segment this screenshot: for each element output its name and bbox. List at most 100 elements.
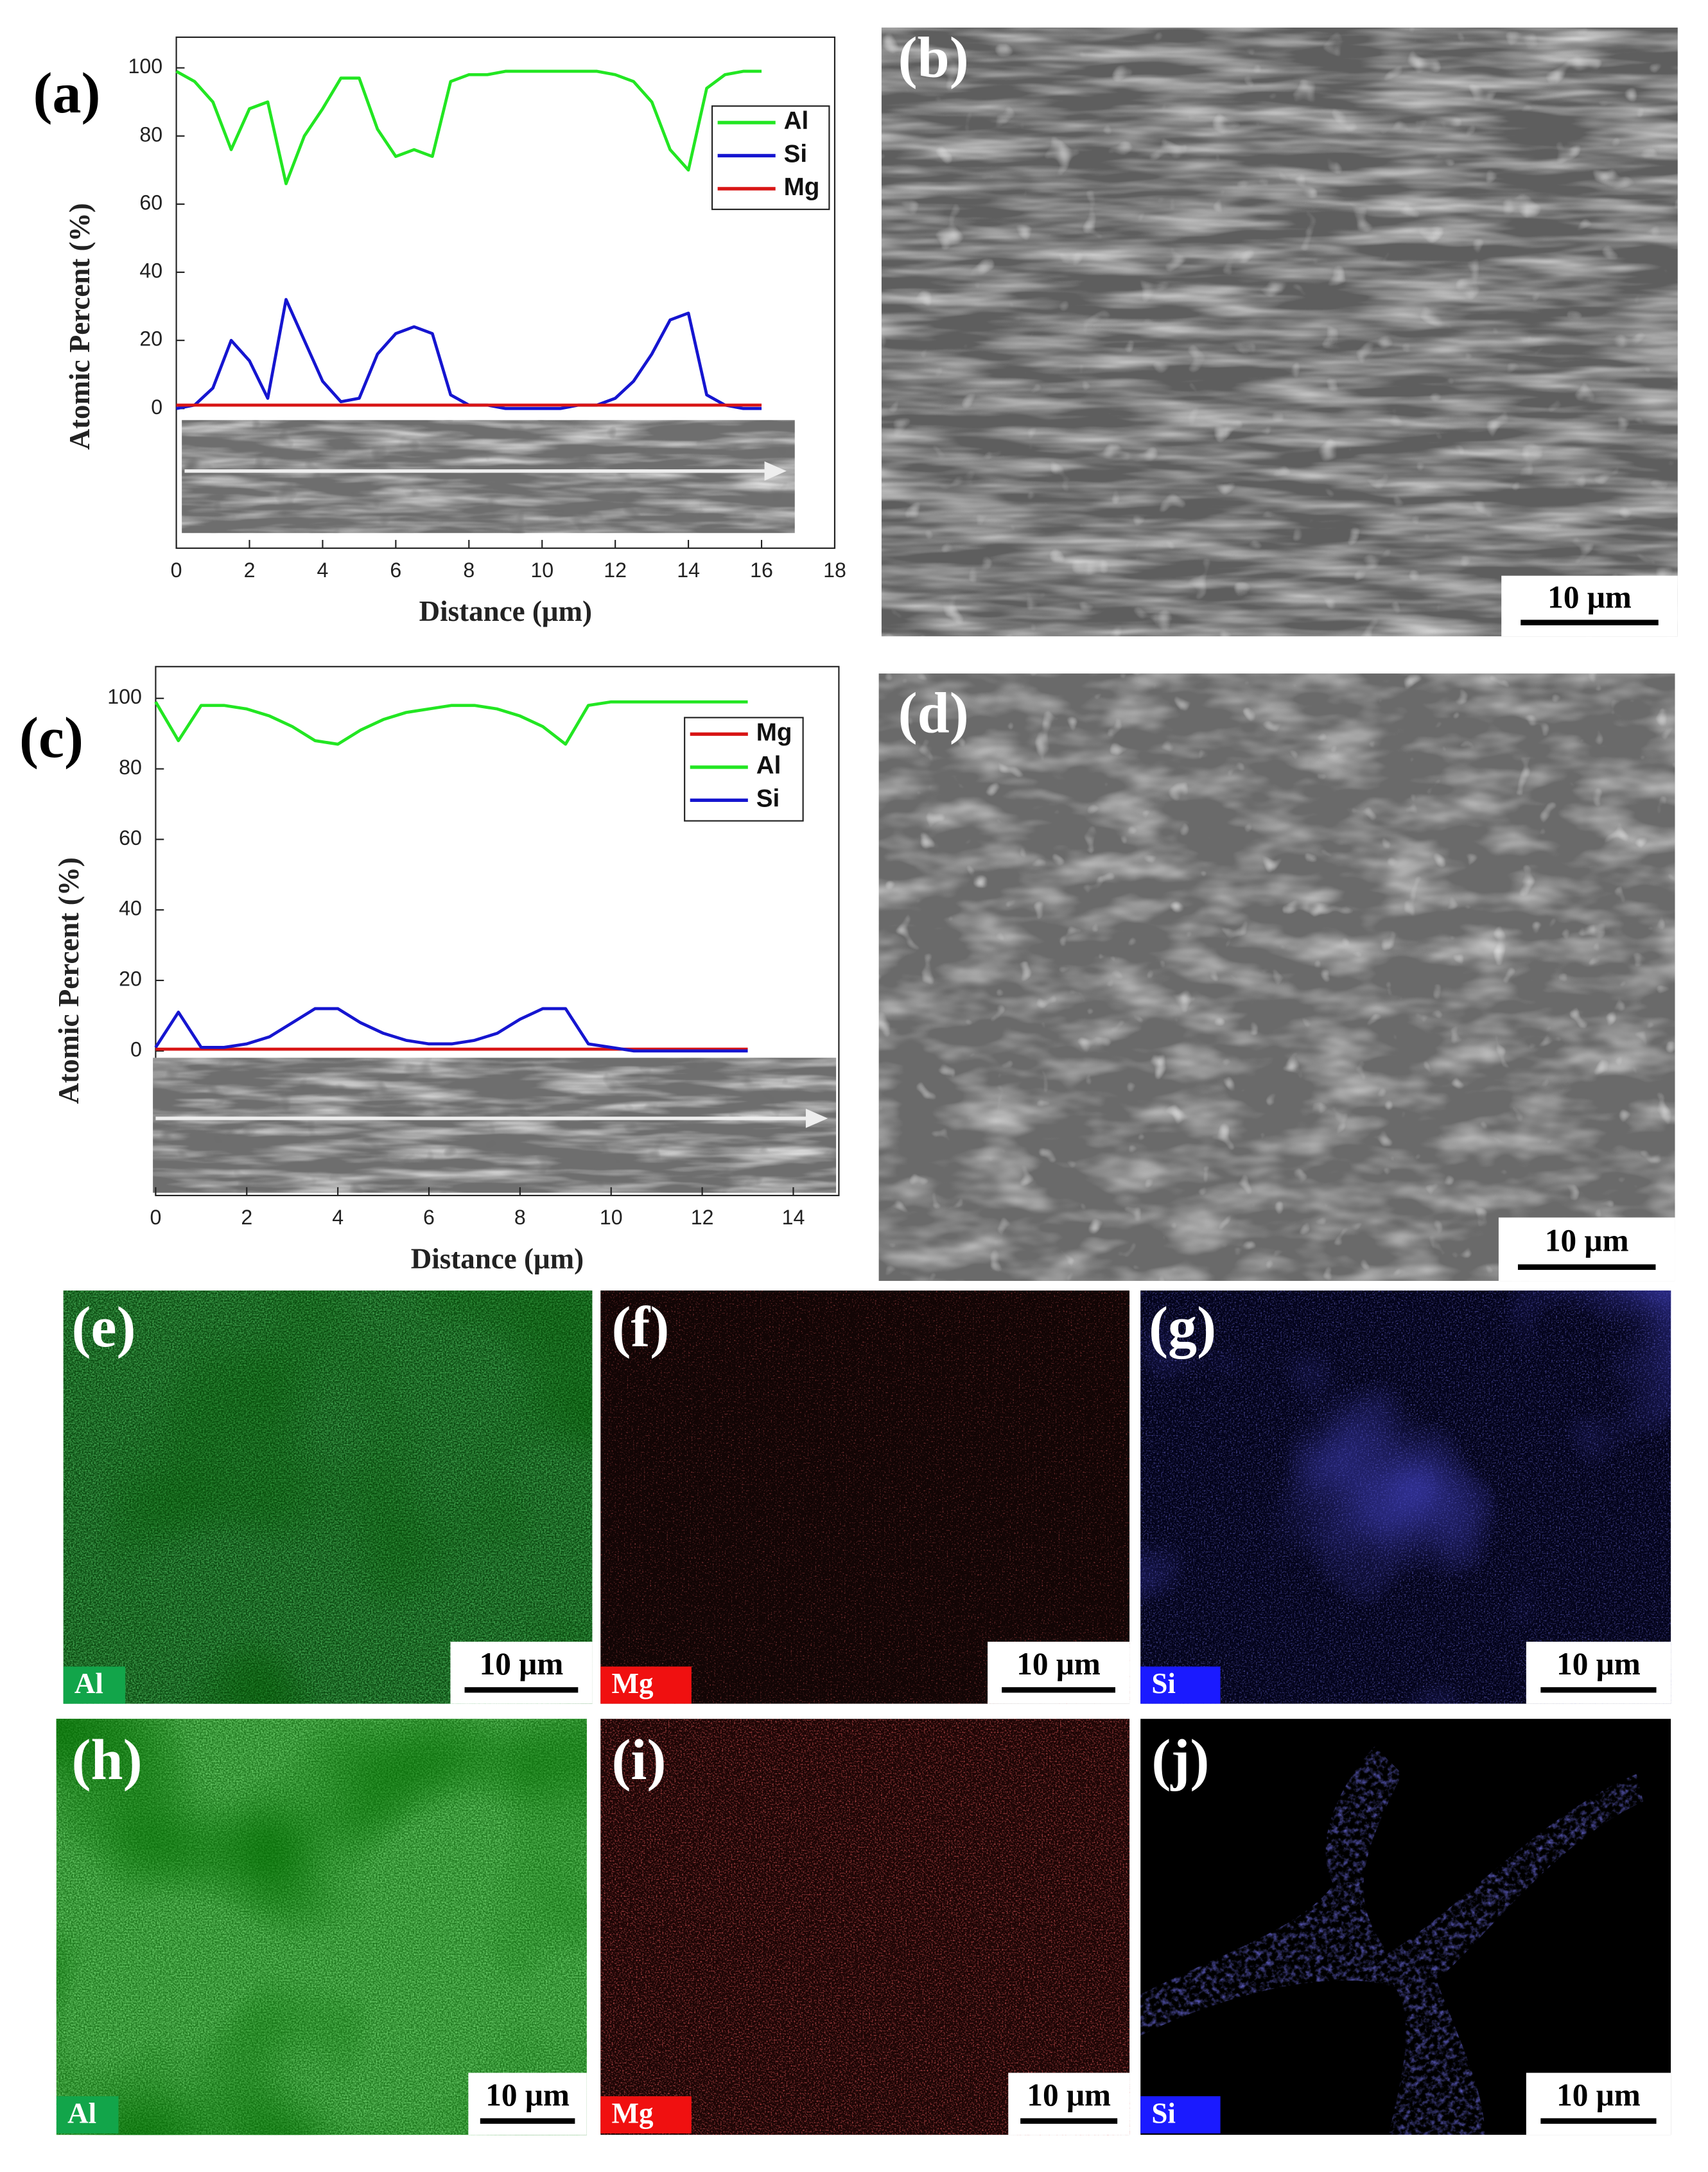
- element-tag: [1140, 1666, 1221, 1704]
- y-tick-label: 100: [128, 55, 162, 78]
- scale-bar-box: [1526, 1642, 1671, 1704]
- scale-bar-label: 10 μm: [1545, 1222, 1629, 1258]
- x-tick-label: 12: [604, 559, 627, 582]
- y-tick-label: 0: [151, 395, 162, 419]
- x-tick-label: 8: [463, 559, 475, 582]
- scale-bar: [1540, 1687, 1657, 1693]
- x-tick-label: 6: [423, 1206, 435, 1229]
- x-axis-label: Distance (μm): [411, 1242, 584, 1274]
- y-tick-label: 80: [119, 756, 142, 779]
- x-tick-label: 4: [332, 1206, 344, 1229]
- micrograph-features: [63, 1290, 593, 1704]
- scale-bar-box: [450, 1642, 593, 1704]
- y-axis-label: Atomic Percent (%): [53, 857, 85, 1104]
- micrograph-features: [1140, 1290, 1671, 1704]
- scale-bar-label: 10 μm: [485, 2078, 570, 2113]
- x-tick-label: 0: [150, 1206, 161, 1229]
- x-tick-label: 6: [390, 559, 401, 582]
- scale-bar-box: [1526, 2072, 1671, 2135]
- x-tick-label: 18: [823, 559, 846, 582]
- scale-bar: [1020, 2118, 1118, 2124]
- scale-bar: [1540, 2118, 1657, 2124]
- element-tag: [600, 1666, 692, 1704]
- x-tick-label: 10: [530, 559, 553, 582]
- y-tick-label: 40: [139, 259, 162, 282]
- y-tick-label: 20: [139, 327, 162, 351]
- x-tick-label: 14: [782, 1206, 805, 1229]
- scale-bar-box: [1498, 1217, 1675, 1281]
- x-tick-label: 12: [691, 1206, 714, 1229]
- y-tick-label: 40: [119, 897, 142, 920]
- panel-label: (h): [72, 1728, 143, 1792]
- scale-bar-label: 10 μm: [1027, 2078, 1111, 2113]
- x-tick-label: 0: [171, 559, 182, 582]
- element-label: Mg: [611, 2097, 654, 2129]
- series-line: [175, 69, 762, 186]
- scale-bar: [464, 1687, 579, 1693]
- legend-label: Mg: [756, 719, 792, 747]
- y-tick-label: 60: [119, 826, 142, 849]
- scale-bar-label: 10 μm: [1547, 580, 1632, 615]
- scale-bar: [1002, 1687, 1115, 1693]
- element-label: Si: [1151, 1667, 1176, 1699]
- series-line: [154, 1007, 748, 1053]
- scale-bar-box: [468, 2072, 587, 2135]
- y-tick-label: 0: [130, 1038, 142, 1061]
- y-axis-label: Atomic Percent (%): [64, 203, 96, 449]
- x-tick-label: 10: [600, 1206, 623, 1229]
- x-tick-label: 8: [514, 1206, 526, 1229]
- scale-bar-label: 10 μm: [1016, 1646, 1101, 1681]
- x-tick-label: 16: [750, 559, 773, 582]
- micrograph-features: [878, 673, 1675, 1281]
- element-tag: [600, 2096, 692, 2133]
- scale-bar-box: [988, 1642, 1130, 1704]
- x-tick-label: 2: [244, 559, 256, 582]
- panel-label: (d): [898, 681, 969, 745]
- element-label: Al: [74, 1667, 103, 1699]
- y-tick-label: 20: [119, 968, 142, 991]
- element-tag: [56, 2096, 119, 2133]
- micrograph-features: [881, 27, 1678, 637]
- legend-label: Mg: [784, 173, 820, 201]
- panel-label: (a): [33, 62, 100, 125]
- inset-particles: [182, 420, 795, 534]
- inset-particles: [153, 1057, 837, 1193]
- series-line: [154, 700, 748, 746]
- scan-arrow-head: [764, 461, 787, 481]
- micrograph-texture: [600, 1290, 1130, 1704]
- panel-label: (f): [611, 1296, 669, 1359]
- panel-label: (e): [72, 1296, 136, 1359]
- legend-label: Si: [756, 785, 780, 813]
- element-label: Al: [67, 2097, 96, 2129]
- y-tick-label: 100: [107, 685, 142, 708]
- scale-bar-label: 10 μm: [1556, 2078, 1641, 2113]
- legend-label: Si: [784, 141, 807, 168]
- element-label: Mg: [611, 1667, 654, 1699]
- x-axis-label: Distance (μm): [419, 595, 592, 627]
- legend-label: Al: [756, 752, 781, 779]
- scale-bar-label: 10 μm: [480, 1646, 564, 1681]
- scale-bar: [1521, 620, 1659, 625]
- scale-bar: [480, 2118, 575, 2124]
- micrograph-features: [56, 1719, 587, 2135]
- scan-arrow-head: [805, 1108, 828, 1128]
- x-tick-label: 14: [677, 559, 700, 582]
- scale-bar: [1517, 1264, 1656, 1270]
- scale-bar-label: 10 μm: [1556, 1646, 1641, 1681]
- panel-label: (i): [611, 1728, 666, 1792]
- x-tick-label: 4: [317, 559, 328, 582]
- element-tag: [1140, 2096, 1221, 2133]
- scale-bar-box: [1008, 2072, 1130, 2135]
- micrograph-texture: [600, 1719, 1130, 2135]
- scale-bar-box: [1501, 575, 1678, 637]
- panel-label: (c): [19, 706, 83, 770]
- y-tick-label: 60: [139, 191, 162, 214]
- element-tag: [63, 1666, 126, 1704]
- panel-label: (b): [898, 26, 969, 89]
- legend-label: Al: [784, 107, 809, 135]
- panel-label: (j): [1151, 1728, 1209, 1792]
- y-tick-label: 80: [139, 123, 162, 146]
- x-tick-label: 2: [241, 1206, 252, 1229]
